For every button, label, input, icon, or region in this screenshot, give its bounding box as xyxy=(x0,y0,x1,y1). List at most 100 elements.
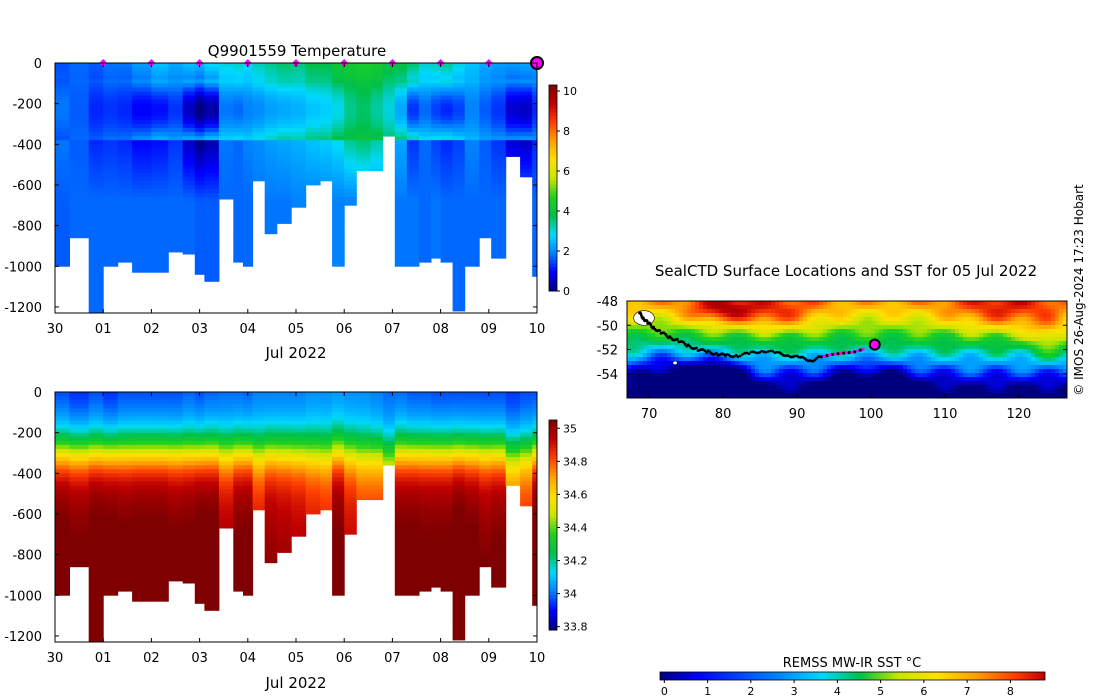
heatmap-cell xyxy=(452,546,466,551)
colorbar-segment xyxy=(549,616,557,620)
heatmap-cell xyxy=(103,71,119,76)
sst-cell xyxy=(859,301,864,306)
heatmap-cell xyxy=(440,221,454,226)
heatmap-cell xyxy=(464,262,480,267)
heatmap-cell xyxy=(252,95,266,100)
heatmap-cell xyxy=(55,119,70,125)
heatmap-cell xyxy=(276,485,292,490)
sst-cell xyxy=(879,333,884,338)
heatmap-cell xyxy=(406,233,420,239)
heatmap-cell xyxy=(182,457,196,462)
sst-cell xyxy=(747,321,752,326)
heatmap-cell xyxy=(151,481,169,486)
heatmap-cell xyxy=(332,229,345,235)
sst-cell xyxy=(719,301,724,306)
heatmap-cell xyxy=(132,489,152,495)
sst-cell xyxy=(959,317,964,322)
heatmap-cell xyxy=(452,518,466,523)
heatmap-cell xyxy=(194,197,205,202)
heatmap-cell xyxy=(464,493,480,499)
sst-cell xyxy=(1039,325,1044,330)
sst-cell xyxy=(791,329,796,334)
sst-cell xyxy=(639,353,644,358)
heatmap-cell xyxy=(394,205,408,210)
heatmap-cell xyxy=(491,176,507,182)
heatmap-cell xyxy=(55,542,70,547)
heatmap-cell xyxy=(291,518,307,523)
heatmap-cell xyxy=(479,67,492,72)
heatmap-cell xyxy=(55,497,70,503)
heatmap-cell xyxy=(88,481,104,486)
heatmap-cell xyxy=(394,473,408,478)
sst-cell xyxy=(1011,309,1016,314)
sst-cell xyxy=(831,321,836,326)
heatmap-cell xyxy=(168,245,184,251)
sst-cell xyxy=(991,345,996,350)
sst-cell xyxy=(739,341,744,346)
sst-cell xyxy=(767,353,772,358)
heatmap-cell xyxy=(69,530,90,535)
sst-cell xyxy=(815,341,820,346)
heatmap-cell xyxy=(406,79,420,84)
heatmap-cell xyxy=(204,87,220,92)
heatmap-cell xyxy=(233,79,244,84)
heatmap-cell xyxy=(491,546,507,551)
heatmap-cell xyxy=(55,217,70,222)
colorbar-segment xyxy=(549,434,557,438)
heatmap-cell xyxy=(69,550,90,555)
heatmap-cell xyxy=(440,493,454,499)
heatmap-cell xyxy=(305,473,321,478)
sst-cell xyxy=(907,353,912,358)
heatmap-cell xyxy=(332,514,345,519)
heatmap-cell xyxy=(243,591,254,596)
heatmap-cell xyxy=(418,489,432,495)
heatmap-cell xyxy=(132,99,152,105)
heatmap-cell xyxy=(151,262,169,267)
sst-cell xyxy=(663,337,668,342)
sst-cell xyxy=(835,321,840,326)
heatmap-cell xyxy=(406,164,420,170)
heatmap-cell xyxy=(464,505,480,511)
sst-cell xyxy=(699,313,704,318)
heatmap-cell xyxy=(332,213,345,218)
heatmap-cell xyxy=(252,83,266,88)
heatmap-cell xyxy=(194,453,205,458)
sst-cell xyxy=(827,349,832,354)
heatmap-cell xyxy=(291,136,307,141)
heatmap-cell xyxy=(233,132,244,137)
heatmap-cell xyxy=(103,254,119,259)
sst-cell xyxy=(695,333,700,338)
sst-cell xyxy=(999,345,1004,350)
heatmap-cell xyxy=(132,152,152,157)
heatmap-cell xyxy=(520,473,533,478)
heatmap-cell xyxy=(332,591,345,596)
heatmap-cell xyxy=(440,75,454,80)
heatmap-cell xyxy=(182,193,196,198)
colorbar-segment xyxy=(549,500,557,505)
heatmap-cell xyxy=(132,103,152,109)
heatmap-cell xyxy=(356,400,372,405)
sst-cell xyxy=(679,353,684,358)
heatmap-cell xyxy=(88,562,104,568)
heatmap-cell xyxy=(520,168,533,174)
heatmap-cell xyxy=(218,136,234,141)
heatmap-cell xyxy=(406,225,420,231)
heatmap-cell xyxy=(464,160,480,166)
heatmap-cell xyxy=(264,477,278,482)
heatmap-cell xyxy=(252,144,266,149)
sst-cell xyxy=(803,337,808,342)
heatmap-cell xyxy=(520,477,533,482)
heatmap-cell xyxy=(431,241,442,247)
heatmap-cell xyxy=(194,241,205,247)
sst-cell xyxy=(699,341,704,346)
heatmap-cell xyxy=(151,128,169,133)
heatmap-cell xyxy=(117,254,133,259)
x-tick-label: 07 xyxy=(384,651,401,666)
heatmap-cell xyxy=(394,189,408,194)
heatmap-cell xyxy=(233,550,244,555)
heatmap-cell xyxy=(117,79,133,84)
heatmap-cell xyxy=(194,481,205,486)
heatmap-cell xyxy=(194,477,205,482)
heatmap-cell xyxy=(464,217,480,222)
heatmap-cell xyxy=(168,554,184,560)
